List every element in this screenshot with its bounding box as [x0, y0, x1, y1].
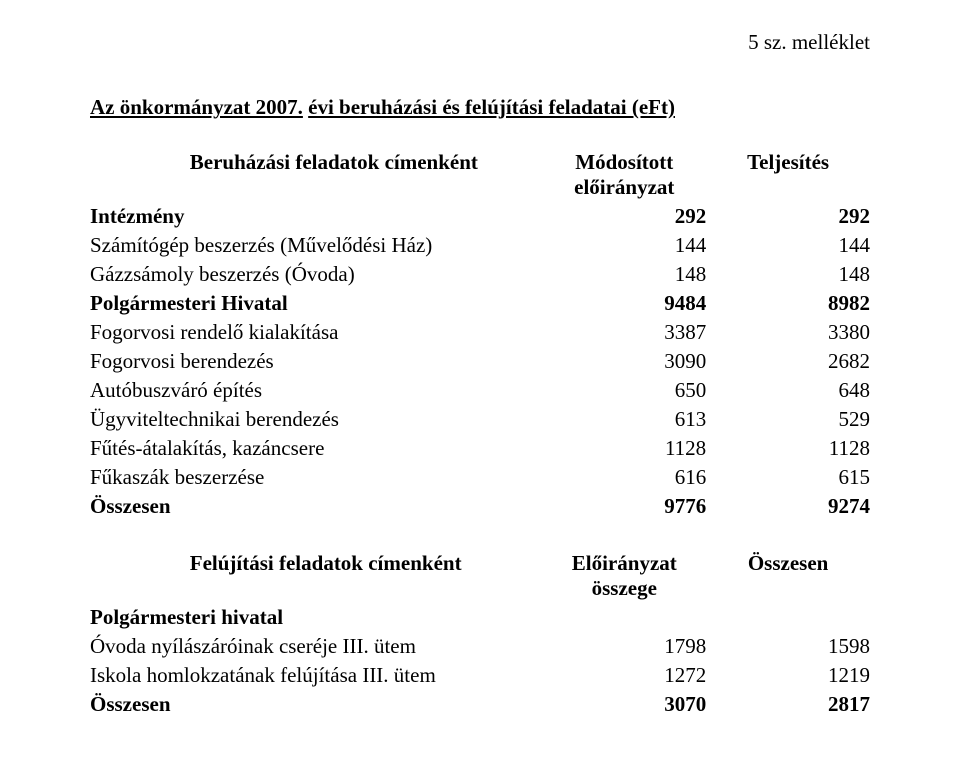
row-label: Fűtés-átalakítás, kazáncsere [90, 434, 542, 463]
row-value-1: 650 [542, 376, 706, 405]
row-label: Polgármesteri hivatal [90, 603, 542, 632]
row-value-1: 148 [542, 260, 706, 289]
investment-table: Beruházási feladatok címenként Módosítot… [90, 120, 870, 719]
row-label: Intézmény [90, 202, 542, 231]
annex-label: 5 sz. melléklet [90, 30, 870, 55]
row-label: Polgármesteri Hivatal [90, 289, 542, 318]
header-c2: Módosított előirányzat [542, 148, 706, 202]
table-row: Számítógép beszerzés (Művelődési Ház)144… [90, 231, 870, 260]
table-row: Fogorvosi rendelő kialakítása33873380 [90, 318, 870, 347]
table-header-row: Beruházási feladatok címenként Módosítot… [90, 148, 870, 202]
row-value-2 [706, 603, 870, 632]
row-value-2: 529 [706, 405, 870, 434]
row-value-2: 1598 [706, 632, 870, 661]
row-value-2: 1219 [706, 661, 870, 690]
header-c1: Beruházási feladatok címenként [90, 148, 542, 202]
table-row: Autóbuszváró építés650648 [90, 376, 870, 405]
row-value-2: 144 [706, 231, 870, 260]
row-value-2: 8982 [706, 289, 870, 318]
row-value-1: 292 [542, 202, 706, 231]
table-row: Fogorvosi berendezés30902682 [90, 347, 870, 376]
row-label: Fogorvosi berendezés [90, 347, 542, 376]
row-label: Fogorvosi rendelő kialakítása [90, 318, 542, 347]
row-value-2: 9274 [706, 492, 870, 521]
header2-c3: Összesen [706, 549, 870, 603]
row-label: Iskola homlokzatának felújítása III. üte… [90, 661, 542, 690]
title-part2: évi beruházási és felújítási feladatai (… [308, 95, 675, 119]
table-row: Fűkaszák beszerzése616615 [90, 463, 870, 492]
row-label: Fűkaszák beszerzése [90, 463, 542, 492]
table-row: Intézmény292292 [90, 202, 870, 231]
table-row: Iskola homlokzatának felújítása III. üte… [90, 661, 870, 690]
table2-header-row: Felújítási feladatok címenként Előirányz… [90, 549, 870, 603]
row-label: Autóbuszváró építés [90, 376, 542, 405]
row-label: Számítógép beszerzés (Művelődési Ház) [90, 231, 542, 260]
table-row: Óvoda nyílászáróinak cseréje III. ütem17… [90, 632, 870, 661]
header-c3: Teljesítés [706, 148, 870, 202]
table-row: Összesen97769274 [90, 492, 870, 521]
row-value-1 [542, 603, 706, 632]
row-value-2: 2682 [706, 347, 870, 376]
row-value-1: 1798 [542, 632, 706, 661]
row-value-2: 148 [706, 260, 870, 289]
table-row: Összesen30702817 [90, 690, 870, 719]
title-part1: Az önkormányzat 2007. [90, 95, 303, 119]
row-value-1: 1272 [542, 661, 706, 690]
table-row: Ügyviteltechnikai berendezés613529 [90, 405, 870, 434]
table-row: Fűtés-átalakítás, kazáncsere11281128 [90, 434, 870, 463]
row-label: Összesen [90, 492, 542, 521]
row-value-1: 3387 [542, 318, 706, 347]
row-value-2: 615 [706, 463, 870, 492]
row-value-1: 3090 [542, 347, 706, 376]
row-value-1: 9484 [542, 289, 706, 318]
row-value-2: 1128 [706, 434, 870, 463]
row-value-2: 3380 [706, 318, 870, 347]
row-value-2: 2817 [706, 690, 870, 719]
row-value-1: 3070 [542, 690, 706, 719]
row-value-1: 613 [542, 405, 706, 434]
row-value-1: 616 [542, 463, 706, 492]
row-label: Ügyviteltechnikai berendezés [90, 405, 542, 434]
header2-c2: Előirányzat összege [542, 549, 706, 603]
table-row: Gázzsámoly beszerzés (Óvoda)148148 [90, 260, 870, 289]
row-label: Összesen [90, 690, 542, 719]
header2-c1: Felújítási feladatok címenként [90, 549, 542, 603]
document-title: Az önkormányzat 2007. évi beruházási és … [90, 95, 870, 120]
table-row: Polgármesteri hivatal [90, 603, 870, 632]
row-value-1: 144 [542, 231, 706, 260]
row-value-2: 648 [706, 376, 870, 405]
row-label: Óvoda nyílászáróinak cseréje III. ütem [90, 632, 542, 661]
row-value-2: 292 [706, 202, 870, 231]
table-row: Polgármesteri Hivatal94848982 [90, 289, 870, 318]
row-label: Gázzsámoly beszerzés (Óvoda) [90, 260, 542, 289]
row-value-1: 9776 [542, 492, 706, 521]
row-value-1: 1128 [542, 434, 706, 463]
